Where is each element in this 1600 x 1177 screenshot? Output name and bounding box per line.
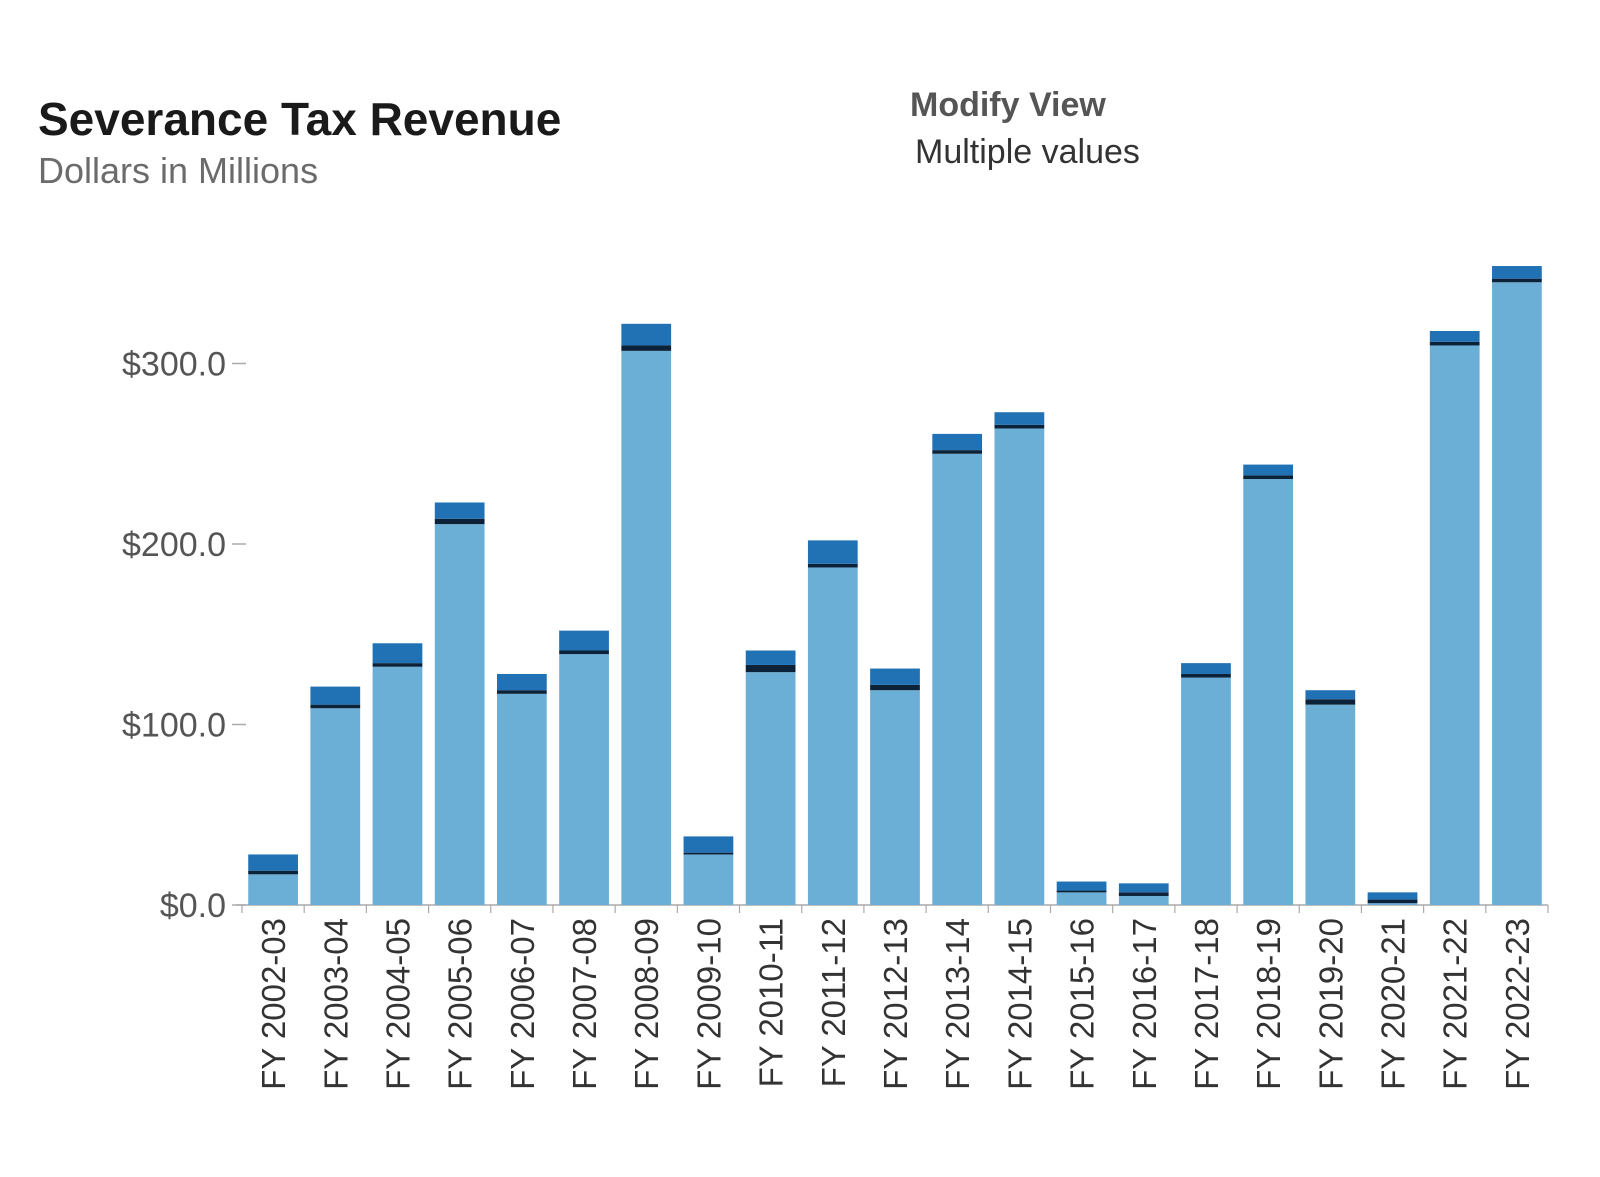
bar-top-segment xyxy=(1056,881,1107,891)
bar-dark-segment xyxy=(994,424,1045,429)
bar-main-segment xyxy=(1492,282,1542,905)
bar-dark-segment xyxy=(745,664,796,673)
bar-main-segment xyxy=(683,854,734,905)
x-tick-label: FY 2009-10 xyxy=(690,918,727,1090)
bar-main-segment xyxy=(1243,479,1294,905)
x-tick-label: FY 2016-17 xyxy=(1126,918,1163,1090)
bar-top-segment xyxy=(1305,690,1356,700)
bar-top-segment xyxy=(1367,892,1418,900)
x-tick-label: FY 2019-20 xyxy=(1312,918,1349,1090)
bar-dark-segment xyxy=(932,450,983,454)
bar-top-segment xyxy=(1118,883,1169,893)
bar-dark-segment xyxy=(1429,341,1480,346)
bar-top-segment xyxy=(807,540,858,564)
x-tick-label: FY 2020-21 xyxy=(1375,918,1412,1090)
bar-dark-segment xyxy=(683,852,734,855)
bar-dark-segment xyxy=(1056,890,1107,893)
y-tick-label: $0.0 xyxy=(160,887,226,925)
x-tick-label: FY 2015-16 xyxy=(1064,918,1101,1090)
bar-main-segment xyxy=(372,666,423,905)
bar-top-segment xyxy=(932,433,983,451)
modify-view-label: Modify View xyxy=(910,86,1106,124)
bar-dark-segment xyxy=(870,684,920,691)
bar-top-segment xyxy=(496,673,547,691)
bar-main-segment xyxy=(1056,892,1107,905)
x-tick-label: FY 2022-23 xyxy=(1499,918,1536,1090)
bar-top-segment xyxy=(683,836,734,853)
x-tick-label: FY 2005-06 xyxy=(442,918,479,1090)
bar-main-segment xyxy=(932,453,983,905)
x-tick-label: FY 2010-11 xyxy=(753,918,790,1087)
bar-top-segment xyxy=(310,686,361,705)
bar-top-segment xyxy=(745,650,796,665)
bar-top-segment xyxy=(870,668,920,685)
bar-main-segment xyxy=(496,693,547,905)
bar-dark-segment xyxy=(807,563,858,568)
x-tick-label: FY 2002-03 xyxy=(255,918,292,1090)
bar-dark-segment xyxy=(1305,699,1356,705)
bar-main-segment xyxy=(1429,345,1480,905)
x-tick-label: FY 2011-12 xyxy=(815,918,852,1087)
bar-top-segment xyxy=(1492,266,1542,279)
bar-main-segment xyxy=(248,874,298,905)
bar-top-segment xyxy=(621,323,672,346)
bar-dark-segment xyxy=(496,690,547,694)
y-tick-label: $200.0 xyxy=(122,526,226,564)
bar-dark-segment xyxy=(372,663,423,667)
bar-main-segment xyxy=(434,524,485,905)
x-tick-label: FY 2003-04 xyxy=(317,918,354,1090)
bar-main-segment xyxy=(870,690,920,905)
bar-main-segment xyxy=(559,654,609,905)
bar-top-segment xyxy=(559,630,609,651)
y-tick-label: $100.0 xyxy=(122,707,226,745)
x-tick-label: FY 2012-13 xyxy=(877,918,914,1090)
bar-top-segment xyxy=(1243,464,1294,476)
x-tick-label: FY 2004-05 xyxy=(379,918,416,1090)
bar-top-segment xyxy=(994,412,1045,425)
bar-main-segment xyxy=(807,567,858,905)
chart-subtitle: Dollars in Millions xyxy=(38,150,319,191)
bar-main-segment xyxy=(1181,677,1231,905)
x-tick-label: FY 2006-07 xyxy=(504,918,541,1090)
bar-top-segment xyxy=(372,643,423,664)
bar-dark-segment xyxy=(310,704,361,709)
bar-top-segment xyxy=(1429,331,1480,342)
bar-dark-segment xyxy=(1367,899,1418,904)
x-tick-label: FY 2021-22 xyxy=(1437,918,1474,1090)
bar-dark-segment xyxy=(1181,673,1231,678)
bar-main-segment xyxy=(310,708,361,905)
bar-main-segment xyxy=(994,428,1045,905)
bar-top-segment xyxy=(1181,663,1231,674)
bar-dark-segment xyxy=(1243,475,1294,480)
bar-main-segment xyxy=(745,672,796,905)
x-tick-label: FY 2007-08 xyxy=(566,918,603,1090)
x-tick-label: FY 2018-19 xyxy=(1250,918,1287,1090)
chart-title: Severance Tax Revenue xyxy=(38,93,562,145)
bar-dark-segment xyxy=(434,518,485,525)
x-tick-label: FY 2014-15 xyxy=(1001,918,1038,1090)
bar-main-segment xyxy=(1118,895,1169,905)
bar-dark-segment xyxy=(1118,892,1169,896)
x-tick-label: FY 2008-09 xyxy=(628,918,665,1090)
bar-main-segment xyxy=(1305,704,1356,905)
modify-view-dropdown[interactable]: Multiple values xyxy=(915,133,1140,171)
bar-dark-segment xyxy=(1492,278,1542,283)
x-tick-label: FY 2013-14 xyxy=(939,918,976,1090)
bar-top-segment xyxy=(248,854,298,871)
bar-dark-segment xyxy=(621,345,672,351)
bar-main-segment xyxy=(1367,903,1418,905)
bar-top-segment xyxy=(434,502,485,519)
y-tick-label: $300.0 xyxy=(122,346,226,384)
bar-dark-segment xyxy=(248,870,298,875)
bar-dark-segment xyxy=(559,650,609,655)
bar-main-segment xyxy=(621,350,672,905)
x-tick-label: FY 2017-18 xyxy=(1188,918,1225,1090)
